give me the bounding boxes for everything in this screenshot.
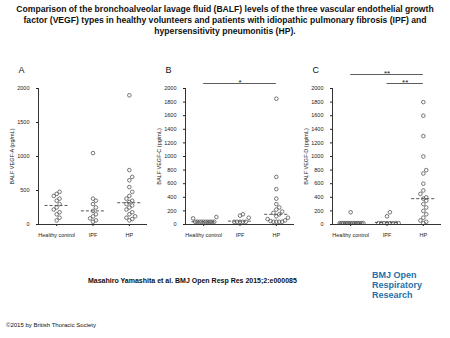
svg-text:200: 200 [314,208,323,214]
svg-text:BALF VEGF-C (pg/mL): BALF VEGF-C (pg/mL) [156,128,162,185]
svg-text:1200: 1200 [311,140,323,146]
html-text:Comparison of the bronchoalveo: Comparison of the bronchoalveolar lavage… [16,4,434,36]
svg-text:HP: HP [272,232,280,238]
svg-text:1200: 1200 [164,140,176,146]
svg-text:*: * [238,78,241,87]
svg-text:2000: 2000 [164,85,176,91]
svg-text:1400: 1400 [311,126,323,132]
svg-text:1000: 1000 [311,153,323,159]
svg-text:IPF: IPF [88,232,97,238]
svg-text:200: 200 [167,208,176,214]
svg-text:A: A [18,65,24,75]
svg-text:1800: 1800 [311,99,323,105]
svg-text:400: 400 [314,194,323,200]
svg-text:0: 0 [173,221,176,227]
svg-text:600: 600 [167,180,176,186]
svg-text:Healthy control: Healthy control [185,232,222,238]
svg-text:IPF: IPF [382,232,391,238]
svg-text:1400: 1400 [164,126,176,132]
svg-text:BALF VEGF-D (pg/mL): BALF VEGF-D (pg/mL) [303,128,309,185]
html-text:BMJ Open Respiratory Research: BMJ Open Respiratory Research [372,270,422,300]
html-text:©2015 by British Thoracic Soci: ©2015 by British Thoracic Society [6,322,96,328]
svg-text:1800: 1800 [164,99,176,105]
svg-text:BALF VEGF-A (pg/mL): BALF VEGF-A (pg/mL) [9,128,15,184]
svg-text:800: 800 [314,167,323,173]
svg-text:**: ** [402,78,408,87]
svg-text:1600: 1600 [164,112,176,118]
svg-text:400: 400 [167,194,176,200]
svg-text:Healthy control: Healthy control [38,232,75,238]
svg-text:600: 600 [314,180,323,186]
svg-text:2000: 2000 [311,85,323,91]
svg-text:500: 500 [20,187,29,193]
svg-text:2000: 2000 [17,85,29,91]
svg-text:C: C [312,65,319,75]
svg-text:HP: HP [419,232,427,238]
svg-text:0: 0 [320,221,323,227]
html-text:Masahiro Yamashita et al. BMJ: Masahiro Yamashita et al. BMJ Open Resp … [88,277,297,284]
svg-text:800: 800 [167,167,176,173]
svg-text:**: ** [383,69,389,78]
svg-text:0: 0 [26,221,29,227]
svg-text:Healthy control: Healthy control [332,232,369,238]
svg-text:HP: HP [125,232,133,238]
svg-text:1000: 1000 [164,153,176,159]
svg-text:IPF: IPF [235,232,244,238]
svg-text:1500: 1500 [17,119,29,125]
svg-text:1600: 1600 [311,112,323,118]
svg-text:B: B [165,65,171,75]
svg-text:1000: 1000 [17,153,29,159]
